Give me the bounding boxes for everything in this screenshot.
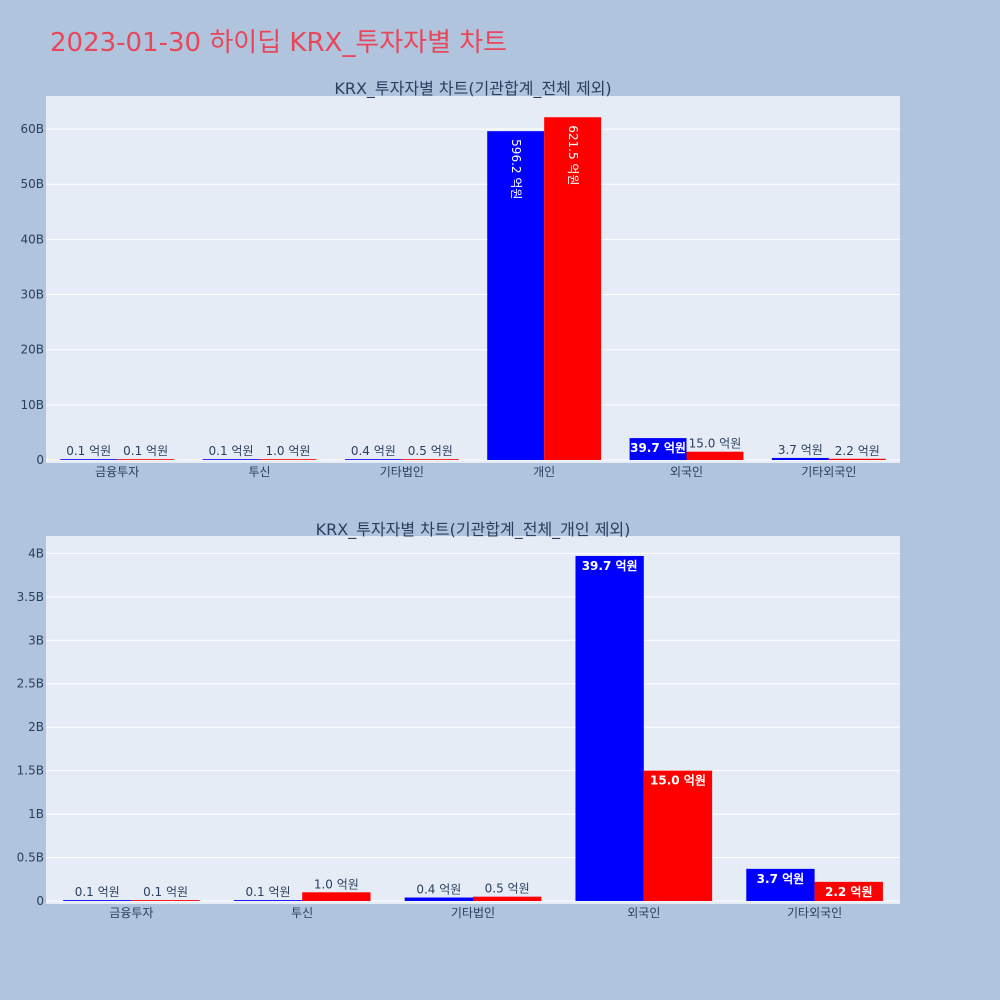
bar: [117, 459, 175, 460]
data-label: 596.2 억원: [509, 139, 523, 199]
x-tick-label: 외국인: [627, 906, 660, 920]
bar: [544, 117, 602, 460]
data-label: 0.1 억원: [209, 444, 254, 458]
bar: [60, 459, 118, 460]
y-tick-label: 50B: [20, 177, 44, 191]
y-tick-label: 4B: [28, 546, 44, 560]
x-tick-label: 외국인: [670, 465, 703, 479]
bar: [487, 131, 545, 461]
x-tick-label: 금융투자: [109, 906, 153, 920]
y-tick-label: 40B: [20, 232, 44, 246]
bar: [63, 900, 132, 901]
y-tick-label: 3B: [28, 633, 44, 647]
data-label: 0.1 억원: [123, 444, 168, 458]
page-title: 2023-01-30 하이딥 KRX_투자자별 차트: [50, 28, 508, 58]
x-tick-label: 기타외국인: [801, 465, 856, 479]
y-tick-label: 0.5B: [17, 851, 44, 865]
bar: [771, 457, 829, 460]
x-tick-label: 기타법인: [451, 906, 495, 920]
x-tick-label: 기타외국인: [787, 906, 842, 920]
y-tick-label: 1.5B: [17, 764, 44, 778]
bar: [814, 881, 883, 901]
bar: [575, 555, 644, 901]
bar: [686, 451, 744, 460]
data-label: 0.4 억원: [416, 883, 461, 897]
plot-area: [46, 536, 900, 904]
bar: [202, 459, 260, 460]
data-label: 621.5 억원: [566, 125, 580, 185]
bar: [131, 900, 200, 901]
bar: [344, 459, 402, 460]
y-tick-label: 60B: [20, 122, 44, 136]
data-label: 3.7 억원: [757, 872, 805, 886]
data-label: 1.0 억원: [314, 877, 359, 891]
x-tick-label: 기타법인: [380, 465, 424, 479]
x-tick-label: 투신: [291, 906, 313, 920]
chart-title: KRX_투자자별 차트(기관합계_전체 제외): [334, 79, 611, 99]
chart-title: KRX_투자자별 차트(기관합계_전체_개인 제외): [316, 520, 631, 540]
chart-excluding-individuals: KRX_투자자별 차트(기관합계_전체_개인 제외) 0 0.5B 1B 1.5B 2B 2…: [17, 520, 900, 920]
bar: [401, 459, 459, 460]
bar: [404, 897, 473, 901]
y-tick-label: 2.5B: [17, 677, 44, 691]
x-tick-label: 개인: [533, 465, 555, 479]
data-label: 0.1 억원: [246, 885, 291, 899]
data-label: 0.5 억원: [408, 444, 453, 458]
y-tick-label: 2B: [28, 720, 44, 734]
y-tick-label: 10B: [20, 398, 44, 412]
bar: [302, 892, 371, 901]
x-tick-label: 투신: [248, 465, 270, 479]
data-label: 0.1 억원: [143, 885, 188, 899]
y-tick-label: 0: [36, 453, 44, 467]
data-label: 2.2 억원: [835, 444, 880, 458]
bar: [233, 900, 303, 901]
bar: [828, 458, 886, 460]
data-label: 0.1 억원: [75, 885, 120, 899]
bar: [643, 770, 713, 901]
data-label: 2.2 억원: [825, 885, 873, 899]
chart-all-investors: KRX_투자자별 차트(기관합계_전체 제외) 0 10B 20B 30B 40B 50B 6…: [20, 79, 900, 479]
data-label: 1.0 억원: [265, 444, 310, 458]
data-label: 0.1 억원: [66, 444, 111, 458]
data-label: 15.0 억원: [689, 437, 742, 451]
bar: [746, 868, 815, 901]
y-tick-label: 20B: [20, 343, 44, 357]
data-label: 3.7 억원: [778, 443, 823, 457]
bar: [473, 896, 542, 901]
x-tick-label: 금융투자: [95, 465, 139, 479]
data-label: 0.5 억원: [485, 882, 530, 896]
y-tick-label: 3.5B: [17, 590, 44, 604]
data-label: 39.7 억원: [582, 559, 638, 573]
bar: [259, 459, 317, 460]
y-tick-label: 30B: [20, 288, 44, 302]
bar: [629, 438, 687, 460]
y-tick-label: 0: [36, 894, 44, 908]
data-label: 39.7 억원: [630, 441, 686, 455]
data-label: 15.0 억원: [650, 774, 706, 788]
data-label: 0.4 억원: [351, 444, 396, 458]
plot-area: [46, 96, 900, 463]
y-tick-label: 1B: [28, 807, 44, 821]
